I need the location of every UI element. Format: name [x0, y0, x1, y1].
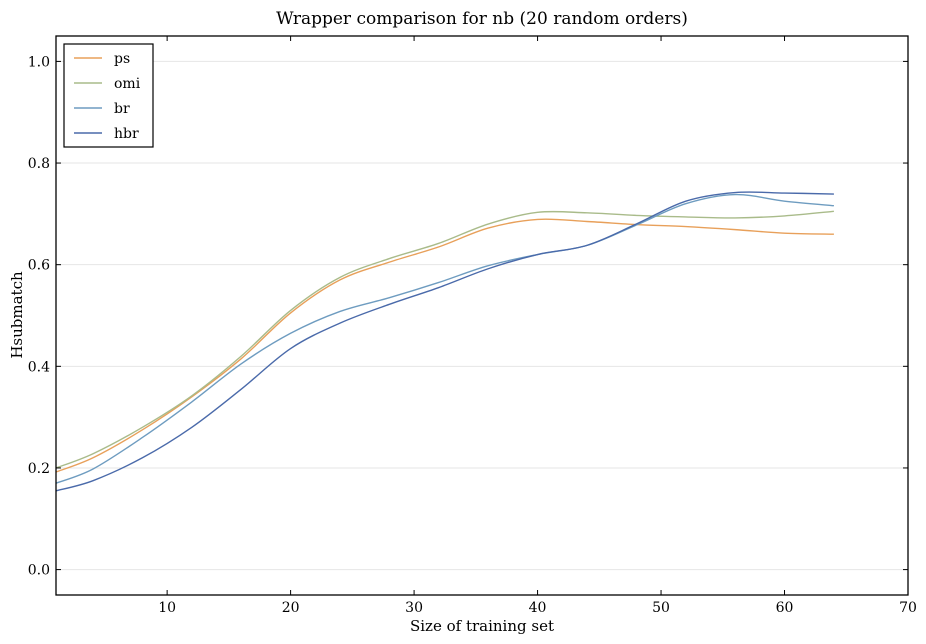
- series-line-ps: [55, 218, 834, 473]
- legend-label-hbr: hbr: [114, 126, 139, 142]
- x-tick-label: 60: [776, 600, 794, 616]
- legend-label-br: br: [114, 101, 130, 117]
- y-tick-label: 0.0: [28, 563, 50, 579]
- x-tick-label: 50: [652, 600, 670, 616]
- series-lines: [55, 191, 834, 492]
- series-line-br: [55, 193, 834, 484]
- legend: ps omi br hbr: [63, 43, 154, 148]
- legend-label-ps: ps: [114, 51, 130, 67]
- axis-ticks: 0.0 0.2 0.4 0.6 0.8 1.0 10 20 30 40 50 60 70: [28, 36, 917, 616]
- series-line-hbr: [55, 191, 834, 492]
- grid-lines: [56, 60, 908, 571]
- x-tick-label: 40: [529, 600, 547, 616]
- y-tick-label: 0.4: [28, 359, 50, 375]
- x-tick-label: 30: [405, 600, 423, 616]
- legend-label-omi: omi: [114, 76, 141, 92]
- x-tick-label: 70: [899, 600, 917, 616]
- y-tick-label: 0.2: [28, 461, 50, 477]
- x-tick-label: 20: [282, 600, 300, 616]
- y-axis-label: Hsubmatch: [8, 271, 26, 359]
- plot-area: [55, 35, 909, 596]
- y-tick-label: 0.6: [28, 258, 50, 274]
- x-axis-label: Size of training set: [410, 617, 554, 635]
- y-tick-label: 0.8: [28, 156, 50, 172]
- legend-box: [63, 43, 154, 148]
- series-line-omi: [55, 210, 834, 469]
- x-tick-label: 10: [158, 600, 176, 616]
- y-tick-label: 1.0: [28, 54, 50, 70]
- chart-title: Wrapper comparison for nb (20 random ord…: [276, 9, 688, 29]
